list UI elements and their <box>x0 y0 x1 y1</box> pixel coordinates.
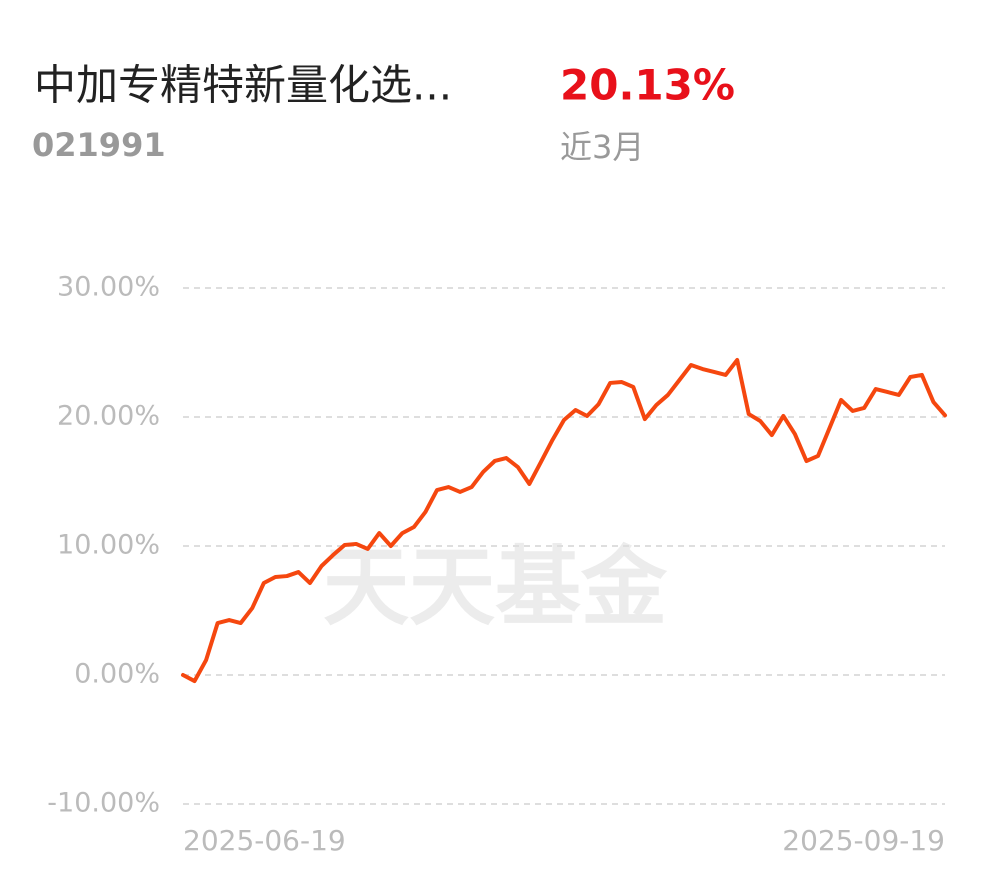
x-tick-label: 2025-09-19 <box>782 824 945 857</box>
return-value: 20.13% <box>560 61 735 110</box>
y-tick-label: 30.00% <box>57 272 160 303</box>
y-tick-label: 20.00% <box>57 401 160 432</box>
period: 近3月 <box>560 128 644 166</box>
fund-code: 021991 <box>32 126 166 164</box>
x-tick-label: 2025-06-19 <box>183 824 346 857</box>
y-tick-label: 10.00% <box>57 530 160 561</box>
watermark: 天天基金 <box>323 537 668 637</box>
line-series <box>181 357 947 684</box>
fund-name: 中加专精特新量化选... <box>34 61 452 110</box>
y-tick-label: -10.00% <box>47 788 160 819</box>
y-tick-label: 0.00% <box>74 659 160 690</box>
